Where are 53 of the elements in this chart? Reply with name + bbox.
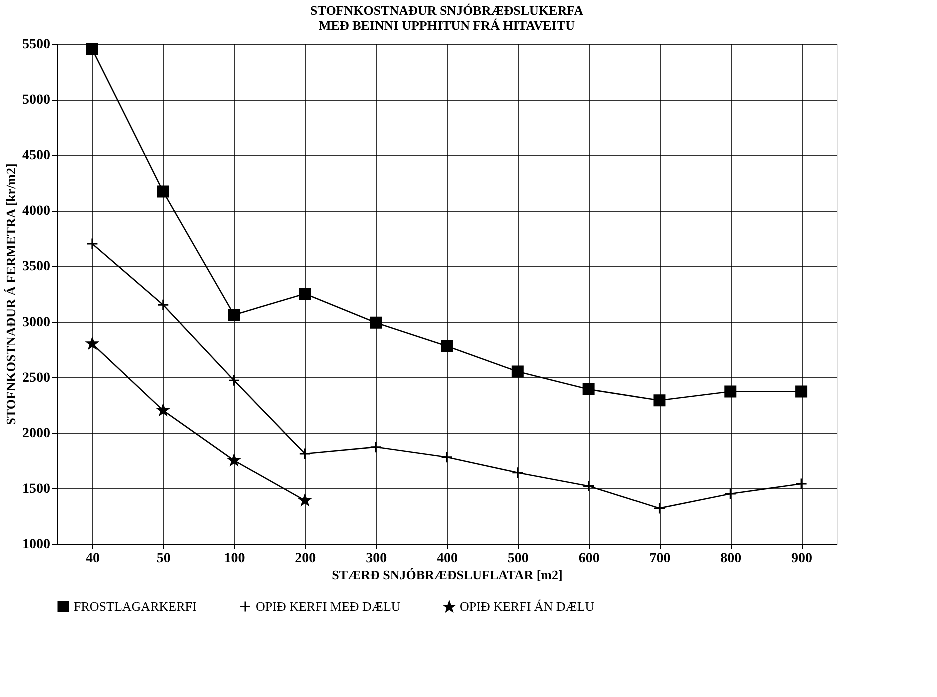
point bbox=[582, 480, 595, 492]
point bbox=[654, 502, 666, 514]
legend-label: OPIÐ KERFI MEÐ DÆLU bbox=[256, 598, 402, 614]
y-tick-label: 2000 bbox=[22, 426, 50, 442]
y-axis-title: STOFNKOSTNAÐUR Á FERMETRA [kr/m2] bbox=[4, 164, 18, 426]
point bbox=[796, 386, 808, 398]
y-tick-label: 1500 bbox=[22, 482, 50, 497]
point bbox=[582, 384, 595, 396]
x-tick-label: 500 bbox=[508, 552, 529, 566]
x-tick-label: 600 bbox=[578, 552, 600, 566]
x-tick-label: 100 bbox=[224, 552, 246, 566]
point bbox=[86, 338, 98, 349]
point bbox=[86, 44, 98, 56]
x-tick-label: 200 bbox=[295, 552, 316, 566]
point bbox=[370, 316, 382, 329]
chart-title: STOFNKOSTNAÐUR SNJÓBRÆÐSLUKERFA MEÐ BEINNI UPPHITUN FRÁ HITAVEITU bbox=[310, 3, 584, 33]
point bbox=[512, 366, 524, 378]
point bbox=[441, 340, 453, 352]
legend-label: FROSTLAGARKERFI bbox=[74, 598, 197, 614]
point bbox=[512, 466, 524, 479]
y-tick-label: 3500 bbox=[22, 260, 50, 275]
point bbox=[724, 386, 737, 398]
x-tick-label: 900 bbox=[792, 552, 813, 566]
point bbox=[157, 299, 170, 312]
point bbox=[299, 288, 312, 300]
point bbox=[441, 451, 453, 464]
x-tick-label: 700 bbox=[650, 552, 671, 566]
x-tick-label: 50 bbox=[156, 552, 171, 566]
y-tick-label: 2500 bbox=[22, 370, 50, 386]
point bbox=[228, 454, 240, 466]
point bbox=[299, 494, 311, 506]
y-tick-label: 4500 bbox=[22, 148, 50, 164]
x-tick-label: 40 bbox=[86, 552, 100, 566]
x-tick-label: 400 bbox=[437, 552, 458, 566]
point bbox=[228, 374, 240, 387]
x-tick-label: 300 bbox=[366, 552, 388, 566]
legend-label: OPIÐ KERFI ÁN DÆLU bbox=[460, 599, 596, 614]
y-tick-label: 3000 bbox=[22, 315, 50, 330]
point bbox=[158, 404, 170, 416]
y-tick-label: 5000 bbox=[22, 93, 50, 108]
point bbox=[228, 309, 240, 322]
x-axis-title: STÆRÐ SNJÓBRÆÐSLUFLATAR [m2] bbox=[332, 568, 563, 582]
point bbox=[370, 441, 382, 454]
point bbox=[724, 488, 737, 500]
point bbox=[654, 394, 666, 407]
y-tick-label: 1000 bbox=[22, 538, 50, 552]
point bbox=[86, 238, 98, 250]
x-tick-label: 800 bbox=[720, 552, 742, 566]
y-tick-label: 5500 bbox=[22, 38, 50, 52]
point bbox=[796, 478, 808, 490]
point bbox=[299, 448, 312, 460]
y-tick-label: 4000 bbox=[22, 204, 50, 220]
point bbox=[157, 186, 170, 198]
